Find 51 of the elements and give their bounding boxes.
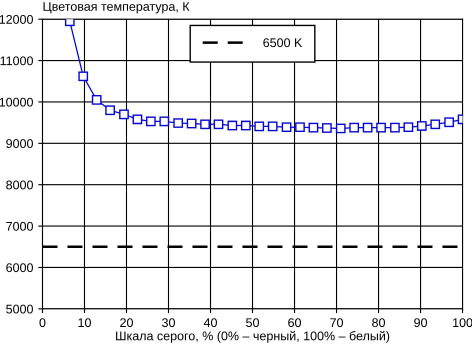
point — [92, 95, 102, 105]
point — [186, 118, 196, 128]
point — [200, 119, 210, 130]
y-tick-label: 11000 — [0, 56, 33, 66]
point — [268, 122, 278, 132]
y-tick-label: 5000 — [6, 304, 33, 314]
legend-label: 6500 K — [263, 38, 302, 48]
x-tick-label: 0 — [39, 318, 46, 328]
y-tick-label: 8000 — [6, 180, 33, 190]
chart-title: Цветовая температура, К — [44, 2, 190, 14]
y-tick-label: 9000 — [6, 139, 33, 148]
point — [362, 122, 372, 132]
point — [254, 122, 264, 132]
point — [404, 122, 414, 132]
x-axis-title: Шкала серого, % (0% – черный, 100% – белый) — [116, 330, 390, 343]
point — [308, 122, 318, 132]
point — [430, 119, 440, 130]
point — [64, 19, 75, 26]
x-tick-label: 70 — [330, 318, 343, 328]
y-tick-label: 10000 — [0, 98, 33, 107]
point — [444, 117, 454, 128]
point — [119, 110, 129, 120]
x-tick-label: 10 — [78, 318, 91, 328]
point — [376, 122, 386, 132]
point — [159, 116, 170, 126]
y-tick-label: 7000 — [6, 222, 33, 231]
point — [240, 120, 251, 130]
point — [105, 105, 115, 116]
point — [416, 121, 427, 131]
point — [390, 122, 400, 132]
x-tick-label: 60 — [288, 318, 301, 328]
point — [173, 118, 184, 128]
x-tick-label: 30 — [162, 318, 175, 328]
y-tick-label: 12000 — [0, 14, 33, 24]
point — [78, 71, 88, 82]
point — [214, 119, 224, 130]
point — [336, 124, 346, 134]
x-tick-label: 20 — [120, 318, 133, 328]
point — [295, 122, 305, 132]
x-tick-label: 100 — [453, 318, 472, 328]
point — [227, 120, 238, 130]
point — [146, 116, 156, 126]
point — [132, 114, 142, 124]
x-tick-label: 80 — [372, 318, 386, 328]
x-tick-label: 90 — [414, 318, 428, 328]
y-tick-label: 6000 — [6, 263, 33, 272]
x-tick-label: 40 — [204, 318, 217, 328]
x-tick-label: 50 — [246, 318, 259, 328]
point — [282, 122, 292, 132]
point — [349, 122, 360, 132]
point — [322, 123, 332, 133]
